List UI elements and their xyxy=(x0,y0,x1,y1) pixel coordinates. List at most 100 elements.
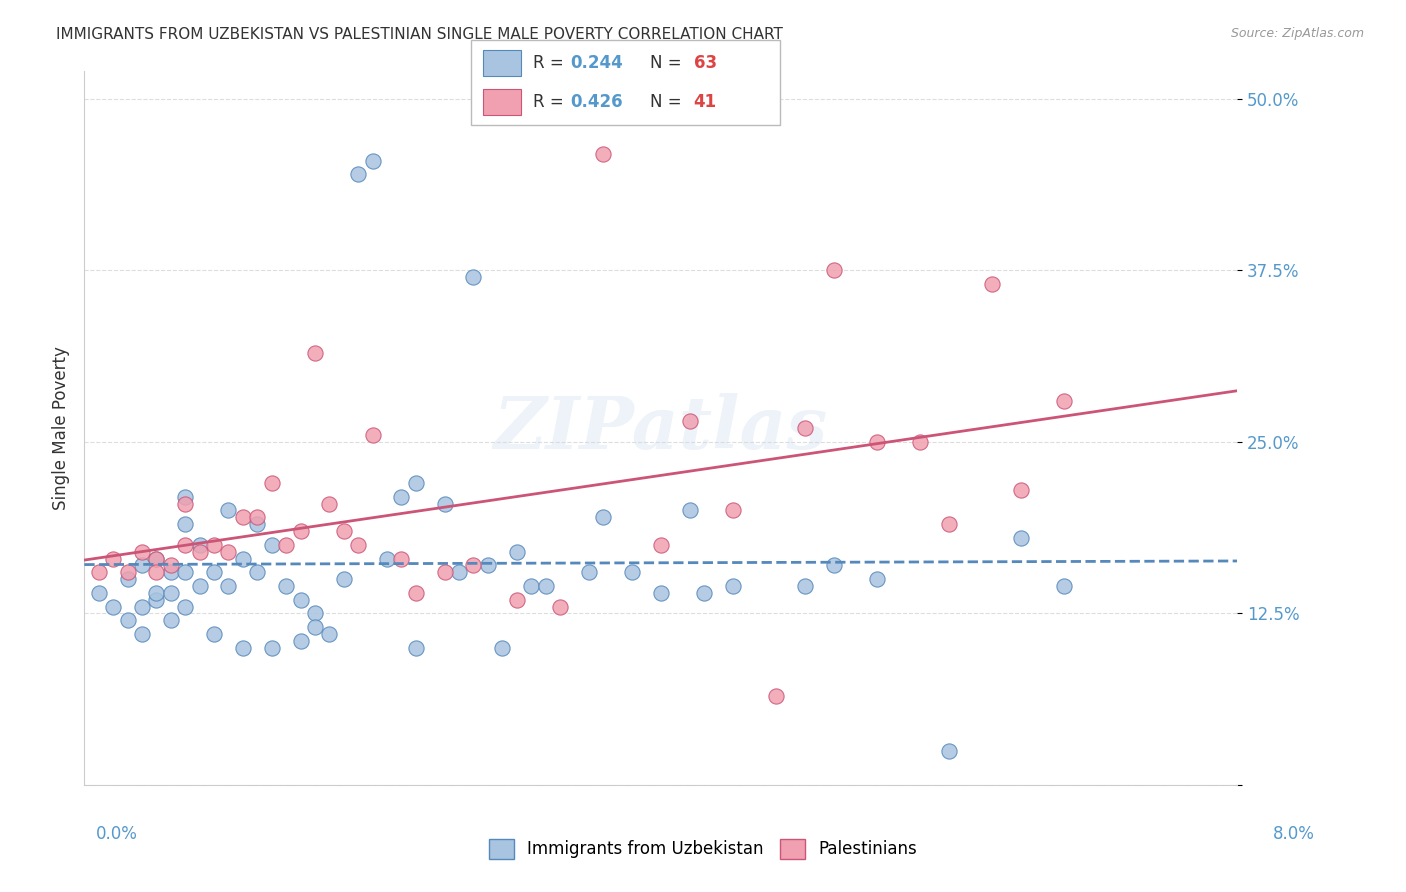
Text: Source: ZipAtlas.com: Source: ZipAtlas.com xyxy=(1230,27,1364,40)
Point xyxy=(145,551,167,566)
Point xyxy=(1010,531,1032,545)
Point xyxy=(160,586,183,600)
Text: 8.0%: 8.0% xyxy=(1272,825,1315,843)
Text: 0.244: 0.244 xyxy=(569,54,623,72)
Point xyxy=(131,544,153,558)
Point xyxy=(910,434,932,449)
Point xyxy=(246,517,269,532)
Text: ZIPatlas: ZIPatlas xyxy=(494,392,828,464)
Point xyxy=(188,538,211,552)
Point xyxy=(679,503,702,517)
Point xyxy=(174,599,197,614)
Point xyxy=(260,476,283,491)
Point xyxy=(333,524,356,538)
Point xyxy=(103,599,124,614)
Point xyxy=(866,434,889,449)
Point xyxy=(405,476,427,491)
Point xyxy=(405,586,427,600)
Text: R =: R = xyxy=(533,54,569,72)
Point xyxy=(131,627,153,641)
Point xyxy=(318,627,340,641)
Point xyxy=(347,538,370,552)
Point xyxy=(174,490,197,504)
Point xyxy=(218,544,240,558)
Point xyxy=(202,566,225,580)
Point xyxy=(794,579,817,593)
Point xyxy=(246,510,269,524)
Point xyxy=(506,544,529,558)
Point xyxy=(145,551,167,566)
Text: 0.0%: 0.0% xyxy=(96,825,138,843)
Point xyxy=(433,566,456,580)
Point xyxy=(520,579,543,593)
Point xyxy=(506,592,529,607)
Point xyxy=(548,599,571,614)
Text: N =: N = xyxy=(651,54,688,72)
Point xyxy=(405,640,427,655)
Point xyxy=(938,517,960,532)
Point xyxy=(592,146,614,161)
Point xyxy=(260,640,283,655)
Point xyxy=(290,592,312,607)
Point xyxy=(304,345,326,359)
Point xyxy=(160,558,183,573)
Point xyxy=(218,503,240,517)
Text: R =: R = xyxy=(533,93,569,111)
Point xyxy=(765,689,787,703)
Point xyxy=(491,640,513,655)
Point xyxy=(463,558,485,573)
Point xyxy=(202,627,225,641)
Point xyxy=(1053,579,1076,593)
Point xyxy=(218,579,240,593)
Point xyxy=(103,551,124,566)
Point xyxy=(981,277,1004,291)
Point xyxy=(721,579,744,593)
Point xyxy=(188,579,211,593)
Point xyxy=(592,510,614,524)
Point xyxy=(650,538,672,552)
Text: 41: 41 xyxy=(693,93,717,111)
Point xyxy=(246,566,269,580)
Point xyxy=(131,558,153,573)
FancyBboxPatch shape xyxy=(484,50,520,76)
Point xyxy=(232,640,254,655)
Point xyxy=(290,633,312,648)
Point xyxy=(145,592,167,607)
Point xyxy=(318,497,340,511)
FancyBboxPatch shape xyxy=(471,40,780,125)
Point xyxy=(117,613,139,627)
Point xyxy=(679,414,702,428)
Point xyxy=(1053,393,1076,408)
Point xyxy=(823,263,845,277)
Point xyxy=(174,566,197,580)
Text: N =: N = xyxy=(651,93,688,111)
Point xyxy=(433,497,456,511)
Point xyxy=(304,607,326,621)
Point xyxy=(361,153,384,168)
Point xyxy=(391,490,413,504)
Point xyxy=(333,572,356,586)
Point xyxy=(174,497,197,511)
Point xyxy=(794,421,817,435)
Point xyxy=(650,586,672,600)
Point xyxy=(347,167,370,181)
Point xyxy=(449,566,471,580)
Point xyxy=(202,538,225,552)
Point xyxy=(534,579,557,593)
Point xyxy=(145,566,167,580)
Point xyxy=(232,510,254,524)
Point xyxy=(188,544,211,558)
Point xyxy=(361,428,384,442)
Point xyxy=(131,599,153,614)
Point xyxy=(304,620,326,634)
Point xyxy=(375,551,398,566)
Point xyxy=(87,586,110,600)
Point xyxy=(391,551,413,566)
Point xyxy=(160,613,183,627)
Point xyxy=(145,586,167,600)
Text: 63: 63 xyxy=(693,54,717,72)
Point xyxy=(823,558,845,573)
Point xyxy=(477,558,499,573)
Point xyxy=(1010,483,1032,497)
Y-axis label: Single Male Poverty: Single Male Poverty xyxy=(52,346,70,510)
